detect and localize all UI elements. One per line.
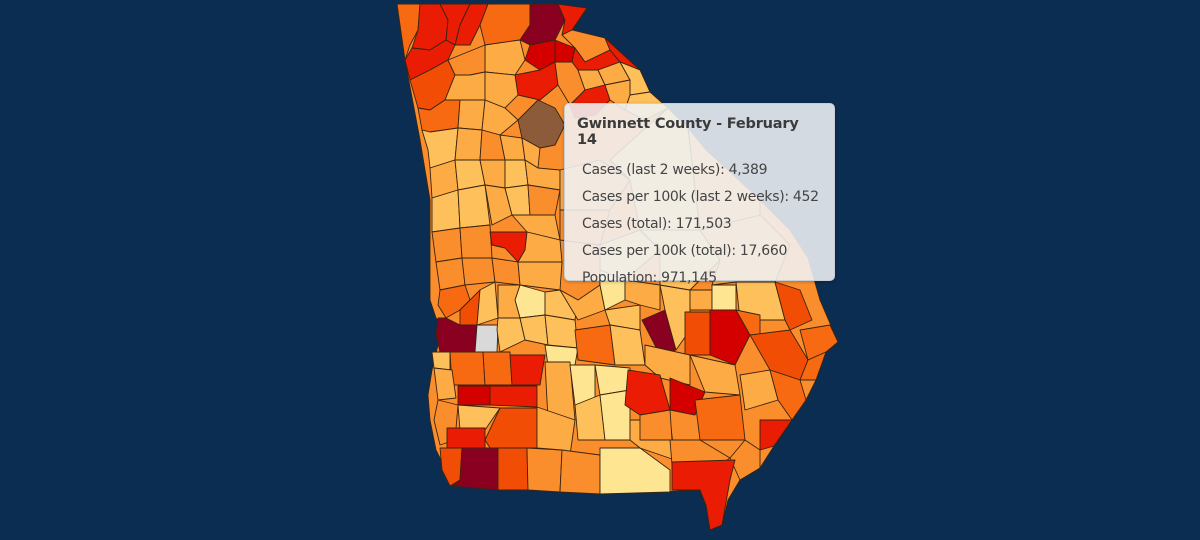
county-tooltip: Gwinnett County - February 14 Cases (las… [564,103,835,286]
county[interactable] [527,184,561,216]
county[interactable] [511,214,561,241]
tooltip-cases-per-100k-last-2-weeks: Cases per 100k (last 2 weeks): 452 [582,189,819,205]
county[interactable] [481,99,519,136]
county-gwinnett-hovered[interactable] [517,99,566,149]
county[interactable] [639,409,673,441]
county[interactable] [509,354,546,386]
county[interactable] [624,279,661,311]
county[interactable] [759,419,793,451]
county[interactable] [489,385,538,408]
county[interactable] [396,3,421,61]
county[interactable] [451,447,499,491]
county[interactable] [609,324,646,366]
tooltip-cases-last-2-weeks: Cases (last 2 weeks): 4,389 [582,162,768,178]
county[interactable] [433,367,457,401]
county[interactable] [484,39,526,76]
county[interactable] [709,309,751,366]
county[interactable] [431,189,461,233]
county[interactable] [497,284,521,319]
county[interactable] [484,71,519,109]
county[interactable] [431,227,463,263]
county[interactable] [457,184,491,229]
county[interactable] [729,439,761,481]
county[interactable] [457,99,486,131]
county[interactable] [694,394,746,441]
county[interactable] [435,257,466,291]
county[interactable] [459,224,493,259]
county[interactable] [799,324,839,361]
tooltip-population: Population: 971,145 [582,270,717,286]
county[interactable] [774,281,813,331]
tooltip-cases-total: Cases (total): 171,503 [582,216,732,232]
county[interactable] [439,447,463,487]
county[interactable] [517,261,563,291]
county[interactable] [461,257,496,286]
county[interactable] [454,127,483,161]
county[interactable] [474,324,499,353]
county[interactable] [689,289,713,311]
county[interactable] [497,447,529,491]
county[interactable] [599,447,671,495]
county[interactable] [574,324,616,366]
county[interactable] [504,159,529,189]
county[interactable] [446,427,486,449]
county[interactable] [449,351,486,386]
county[interactable] [684,311,711,356]
tooltip-title: Gwinnett County - February 14 [577,116,799,148]
county[interactable] [559,449,601,495]
county[interactable] [496,317,526,353]
county[interactable] [491,257,521,286]
county[interactable] [544,314,579,349]
county[interactable] [431,351,451,371]
county[interactable] [457,385,491,406]
county[interactable] [799,351,827,381]
county[interactable] [482,351,513,386]
county[interactable] [526,447,563,493]
county[interactable] [671,459,736,531]
tooltip-cases-per-100k-total: Cases per 100k (total): 17,660 [582,243,788,259]
county[interactable] [769,369,807,421]
